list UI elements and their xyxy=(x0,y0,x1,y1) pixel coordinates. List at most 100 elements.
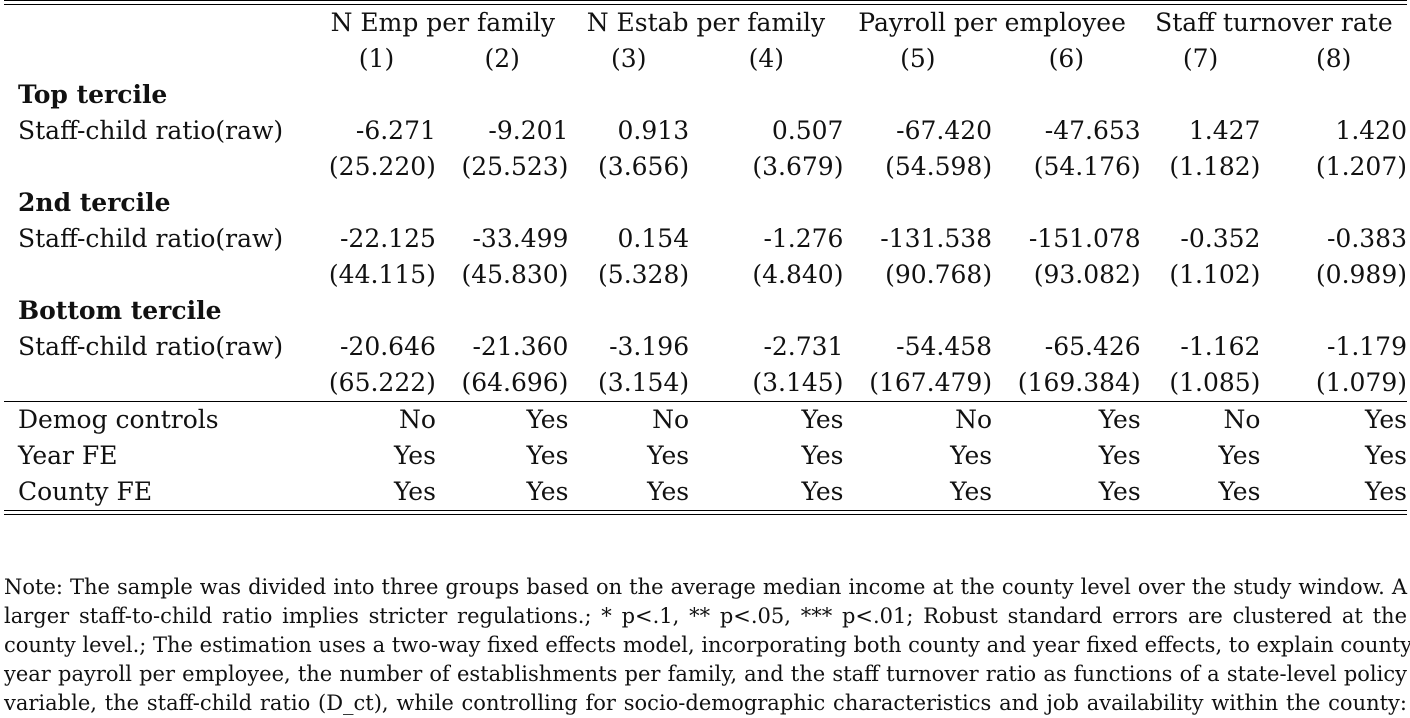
std-error-cell: (1.102) xyxy=(1169,260,1261,289)
coefficient-cell: -3.196 xyxy=(609,332,690,361)
top-rule xyxy=(4,0,1407,1)
control-cell: Yes xyxy=(435,401,569,438)
coefficient-cell: 0.154 xyxy=(617,224,690,253)
control-cell: Yes xyxy=(992,401,1141,438)
control-cell: No xyxy=(1140,401,1261,438)
coefficient-cell: -54.458 xyxy=(896,332,993,361)
header-number-row: (1) (2) (3) (4) (5) (6) (7) (8) xyxy=(4,41,1407,77)
coefficient-cell: -151.078 xyxy=(1028,224,1141,253)
std-error-cell: (90.768) xyxy=(885,260,993,289)
row-label: Staff-child ratio(raw) xyxy=(18,116,284,145)
control-cell: Yes xyxy=(801,477,844,506)
coefficient-cell: -22.125 xyxy=(339,224,436,253)
note-line: county level.; The estimation uses a two… xyxy=(4,633,1410,657)
control-cell: Yes xyxy=(1098,477,1141,506)
std-error-cell: (93.082) xyxy=(1033,260,1141,289)
table-note: Note: The sample was divided into three … xyxy=(4,573,1410,718)
bottom-rule-second xyxy=(4,514,1407,515)
coefficient-cell: -33.499 xyxy=(472,224,569,253)
row-label: Staff-child ratio(raw) xyxy=(18,224,284,253)
column-number: (5) xyxy=(900,44,936,73)
control-row: Demog controls No Yes No Yes No Yes No Y… xyxy=(4,401,1407,438)
coefficient-cell: 1.420 xyxy=(1335,116,1407,145)
control-cell: Yes xyxy=(1365,477,1407,506)
coefficient-cell: -21.360 xyxy=(472,332,569,361)
column-number: (4) xyxy=(748,44,784,73)
control-row: County FE Yes Yes Yes Yes Yes Yes Yes Ye… xyxy=(4,474,1407,510)
control-cell: Yes xyxy=(950,477,993,506)
std-error-cell: (65.222) xyxy=(328,368,436,397)
coefficient-cell: -1.179 xyxy=(1326,332,1407,361)
std-error-cell: (167.479) xyxy=(869,368,993,397)
section-title-row: Top tercile xyxy=(4,77,1407,113)
coefficient-cell: -0.352 xyxy=(1180,224,1261,253)
column-number: (6) xyxy=(1048,44,1085,73)
std-error-cell: (5.328) xyxy=(598,260,690,289)
section-title: 2nd tercile xyxy=(18,188,171,217)
std-error-cell: (25.220) xyxy=(328,152,436,181)
control-row: Year FE Yes Yes Yes Yes Yes Yes Yes Yes xyxy=(4,438,1407,474)
coefficient-row: Staff-child ratio(raw) -20.646 -21.360 -… xyxy=(4,329,1407,365)
column-number: (7) xyxy=(1182,44,1219,73)
std-error-cell: (64.696) xyxy=(461,368,569,397)
coefficient-cell: -47.653 xyxy=(1044,116,1141,145)
section-title-row: 2nd tercile xyxy=(4,185,1407,221)
coefficient-cell: -2.731 xyxy=(763,332,844,361)
std-error-cell: (4.840) xyxy=(752,260,844,289)
std-error-cell: (3.145) xyxy=(752,368,844,397)
column-number: (3) xyxy=(611,44,647,73)
coefficient-row: Staff-child ratio(raw) -6.271 -9.201 0.9… xyxy=(4,113,1407,149)
control-cell: Yes xyxy=(647,441,690,470)
note-line: year payroll per employee, the number of… xyxy=(4,662,1407,686)
control-cell: Yes xyxy=(801,441,844,470)
control-cell: Yes xyxy=(1098,441,1141,470)
coefficient-cell: -131.538 xyxy=(880,224,993,253)
std-error-cell: (54.176) xyxy=(1033,152,1141,181)
std-error-row: (65.222) (64.696) (3.154) (3.145) (167.4… xyxy=(4,365,1407,402)
control-cell: Yes xyxy=(393,477,436,506)
coefficient-cell: 0.507 xyxy=(771,116,844,145)
column-number: (1) xyxy=(358,44,395,73)
coefficient-cell: 0.913 xyxy=(617,116,690,145)
group-header: N Emp per family xyxy=(330,8,555,37)
row-label: Staff-child ratio(raw) xyxy=(18,332,284,361)
std-error-cell: (1.182) xyxy=(1169,152,1261,181)
std-error-cell: (1.085) xyxy=(1169,368,1261,397)
coefficient-row: Staff-child ratio(raw) -22.125 -33.499 0… xyxy=(4,221,1407,257)
coefficient-cell: -1.162 xyxy=(1180,332,1261,361)
control-label: Demog controls xyxy=(4,401,318,438)
control-cell: No xyxy=(317,401,436,438)
std-error-cell: (3.679) xyxy=(752,152,844,181)
control-cell: Yes xyxy=(526,477,569,506)
note-line: Note: The sample was divided into three … xyxy=(4,575,1407,599)
control-label: Year FE xyxy=(18,441,118,470)
section-title: Top tercile xyxy=(18,80,168,109)
std-error-row: (44.115) (45.830) (5.328) (4.840) (90.76… xyxy=(4,257,1407,293)
std-error-cell: (3.154) xyxy=(598,368,690,397)
std-error-row: (25.220) (25.523) (3.656) (3.679) (54.59… xyxy=(4,149,1407,185)
coefficient-cell: -65.426 xyxy=(1044,332,1141,361)
std-error-cell: (3.656) xyxy=(598,152,690,181)
std-error-cell: (0.989) xyxy=(1315,260,1407,289)
control-cell: Yes xyxy=(1260,401,1407,438)
control-cell: Yes xyxy=(1218,477,1261,506)
control-label: County FE xyxy=(18,477,153,506)
control-cell: Yes xyxy=(689,401,844,438)
bottom-rule xyxy=(4,510,1407,511)
control-cell: No xyxy=(568,401,690,438)
regression-table: N Emp per family N Estab per family Payr… xyxy=(4,0,1407,515)
section-title: Bottom tercile xyxy=(18,296,222,325)
std-error-cell: (54.598) xyxy=(885,152,993,181)
top-rule-second xyxy=(4,4,1407,5)
group-header: Staff turnover rate xyxy=(1155,8,1393,37)
control-cell: Yes xyxy=(1218,441,1261,470)
note-line: variable, the staff-child ratio (D_ct), … xyxy=(4,691,1407,715)
std-error-cell: (1.207) xyxy=(1315,152,1407,181)
coefficient-cell: -9.201 xyxy=(488,116,569,145)
std-error-cell: (1.079) xyxy=(1315,368,1407,397)
section-title-row: Bottom tercile xyxy=(4,293,1407,329)
coefficient-cell: -1.276 xyxy=(763,224,844,253)
results-table: N Emp per family N Estab per family Payr… xyxy=(4,5,1407,510)
note-line: larger staff-to-child ratio implies stri… xyxy=(4,604,1407,628)
control-cell: No xyxy=(843,401,993,438)
